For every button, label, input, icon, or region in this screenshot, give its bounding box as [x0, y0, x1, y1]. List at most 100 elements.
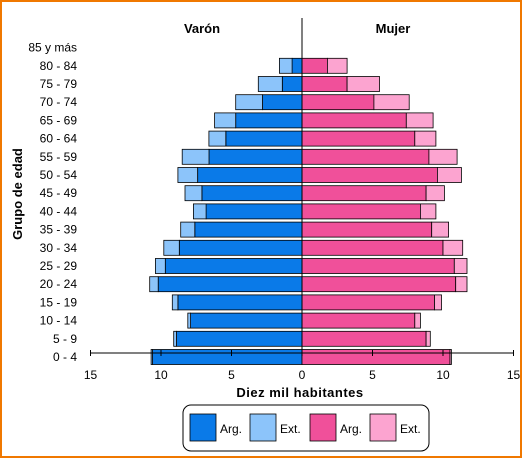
bar-left-arg-0	[152, 349, 303, 365]
bar-left-arg-2	[190, 312, 303, 329]
bar-right-arg-2	[301, 312, 416, 329]
bar-left-ext-5	[154, 258, 166, 274]
legend: Arg. Ext. Arg. Ext.	[182, 404, 430, 452]
y-tick-label: 40 - 44	[40, 204, 78, 218]
x-tick-label: 15	[507, 368, 521, 382]
bar-right-arg-14	[301, 94, 375, 111]
y-tick-label: 65 - 69	[40, 113, 78, 127]
bar-left-ext-4	[149, 276, 159, 293]
bar-left-arg-6	[178, 239, 303, 256]
legend-label: Ext.	[280, 422, 301, 436]
bar-left-ext-6	[163, 239, 180, 256]
bar-left-arg-1	[176, 330, 303, 347]
x-tick-label: 10	[436, 368, 450, 382]
bar-left-arg-13	[235, 112, 303, 129]
bar-left-ext-0	[150, 349, 153, 365]
y-tick-label: 50 - 54	[40, 168, 78, 182]
y-tick-label: 80 - 84	[40, 59, 78, 73]
legend-label: Ext.	[400, 422, 421, 436]
legend-swatch	[249, 413, 277, 442]
legend-label: Arg.	[220, 422, 242, 436]
x-tick-label: 15	[84, 368, 98, 382]
bar-left-ext-15	[257, 76, 283, 92]
y-tick-label: 75 - 79	[40, 77, 78, 91]
y-tick-label: 10 - 14	[40, 314, 78, 328]
y-axis-label: Grupo de edad	[10, 148, 25, 240]
bar-right-arg-12	[301, 130, 416, 147]
y-tick-labels: 0 - 4 5 - 9 10 - 14 15 - 19 20 - 24 25 - 29 30…	[28, 41, 77, 364]
bar-left-ext-2	[187, 312, 192, 329]
bar-left-arg-14	[262, 94, 303, 111]
bar-right-ext-14	[373, 94, 410, 111]
bar-left-arg-16	[291, 57, 303, 74]
bar-left-ext-11	[181, 148, 210, 165]
y-tick-label: 30 - 34	[40, 241, 78, 255]
bar-right-ext-6	[442, 239, 464, 256]
bar-left-arg-11	[208, 148, 303, 165]
legend-swatch	[309, 413, 337, 442]
x-axis-label: Diez mil habitantes	[236, 385, 363, 400]
bar-left-arg-15	[281, 76, 303, 92]
bar-right-ext-9	[425, 185, 445, 202]
bar-right-ext-2	[414, 312, 421, 329]
bar-left-ext-10	[177, 167, 198, 183]
bar-left-ext-12	[208, 130, 227, 147]
bar-left-arg-8	[205, 203, 303, 220]
bars-group	[149, 57, 468, 365]
female-side-label: Mujer	[376, 21, 411, 36]
bar-left-ext-16	[278, 57, 293, 74]
y-tick-label: 5 - 9	[53, 332, 77, 346]
bar-right-ext-8	[419, 203, 437, 220]
bar-left-arg-4	[157, 276, 303, 293]
legend-swatch	[189, 413, 217, 442]
bar-right-ext-15	[346, 76, 380, 92]
bar-right-ext-3	[434, 294, 442, 311]
y-tick-label: 20 - 24	[40, 277, 78, 291]
y-tick-label: 60 - 64	[40, 132, 78, 146]
x-tick-label: 5	[369, 368, 376, 382]
bar-right-arg-1	[301, 330, 427, 347]
y-tick-label: 15 - 19	[40, 295, 78, 309]
bar-right-ext-10	[436, 167, 462, 183]
bar-left-ext-9	[184, 185, 203, 202]
bar-right-arg-7	[301, 221, 433, 238]
bar-right-ext-13	[405, 112, 434, 129]
bar-right-arg-3	[301, 294, 435, 311]
bar-left-ext-8	[192, 203, 207, 220]
x-tick-labels: 15 10 5 0 5 10 15	[84, 350, 521, 382]
bar-left-arg-9	[201, 185, 303, 202]
bar-right-ext-11	[428, 148, 458, 165]
bar-left-ext-14	[235, 94, 263, 111]
bar-right-ext-0	[449, 349, 452, 365]
bar-right-arg-9	[301, 185, 427, 202]
bar-left-arg-5	[164, 258, 303, 274]
bar-right-ext-5	[453, 258, 468, 274]
y-tick-label: 45 - 49	[40, 186, 78, 200]
bar-right-arg-11	[301, 148, 430, 165]
bar-right-ext-12	[414, 130, 437, 147]
bar-left-arg-7	[194, 221, 303, 238]
bar-right-ext-7	[431, 221, 450, 238]
axes-group	[90, 18, 514, 354]
y-tick-label: 70 - 74	[40, 95, 78, 109]
legend-box	[182, 404, 430, 452]
y-tick-label: 55 - 59	[40, 150, 78, 164]
bar-left-arg-10	[197, 167, 303, 183]
bar-left-arg-3	[177, 294, 303, 311]
bar-right-ext-4	[455, 276, 468, 293]
bar-right-arg-10	[301, 167, 438, 183]
bar-left-ext-7	[180, 221, 196, 238]
y-tick-label: 85 y más	[28, 41, 77, 55]
bar-right-arg-4	[301, 276, 457, 293]
bar-left-arg-12	[225, 130, 303, 147]
bar-left-ext-1	[173, 330, 177, 347]
y-tick-label: 0 - 4	[53, 350, 77, 364]
legend-label: Arg.	[340, 422, 362, 436]
bar-right-ext-1	[425, 330, 431, 347]
bar-right-arg-16	[301, 57, 328, 74]
bar-right-arg-13	[301, 112, 407, 129]
x-tick-label: 0	[299, 368, 306, 382]
x-tick-label: 5	[228, 368, 235, 382]
y-tick-label: 25 - 29	[40, 259, 78, 273]
